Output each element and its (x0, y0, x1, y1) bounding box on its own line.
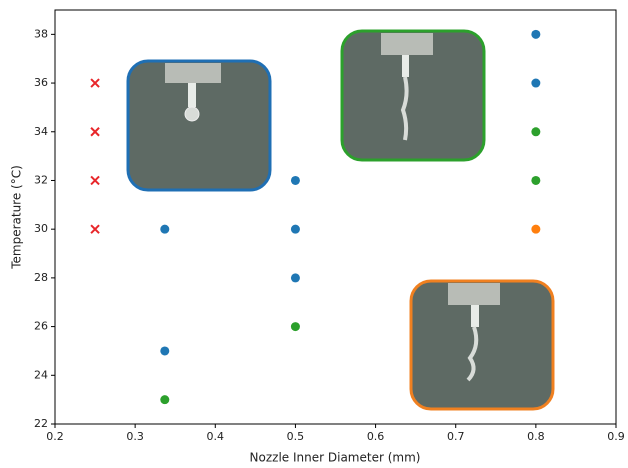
y-tick-label: 28 (34, 271, 48, 284)
point (91, 225, 99, 233)
point (291, 273, 300, 282)
point (531, 176, 540, 185)
x-tick-label: 0.9 (607, 430, 625, 443)
x-tick-label: 0.3 (126, 430, 144, 443)
point (291, 176, 300, 185)
inset-image (128, 61, 270, 190)
x-tick-label: 0.5 (287, 430, 305, 443)
point (531, 30, 540, 39)
x-tick-label: 0.2 (46, 430, 64, 443)
y-tick-label: 38 (34, 27, 48, 40)
x-tick-label: 0.6 (367, 430, 385, 443)
inset-image (411, 281, 553, 409)
x-tick-label: 0.4 (207, 430, 225, 443)
point (91, 128, 99, 136)
y-tick-label: 24 (34, 368, 48, 381)
point (160, 346, 169, 355)
y-tick-label: 34 (34, 125, 48, 138)
y-tick-label: 26 (34, 320, 48, 333)
point (531, 79, 540, 88)
point (160, 395, 169, 404)
point (91, 176, 99, 184)
y-tick-label: 30 (34, 222, 48, 235)
point (531, 127, 540, 136)
point (160, 225, 169, 234)
y-tick-label: 22 (34, 417, 48, 430)
point (91, 79, 99, 87)
x-axis-label: Nozzle Inner Diameter (mm) (250, 451, 421, 465)
x-tick-label: 0.8 (527, 430, 545, 443)
chart: Nozzle Inner Diameter (mm) Temperature (… (0, 0, 628, 468)
y-axis-label: Temperature (°C) (10, 165, 24, 270)
x-tick-label: 0.7 (447, 430, 465, 443)
inset-image (342, 31, 484, 160)
y-tick-label: 36 (34, 76, 48, 89)
point (291, 225, 300, 234)
point (531, 225, 540, 234)
y-tick-label: 32 (34, 173, 48, 186)
point (291, 322, 300, 331)
